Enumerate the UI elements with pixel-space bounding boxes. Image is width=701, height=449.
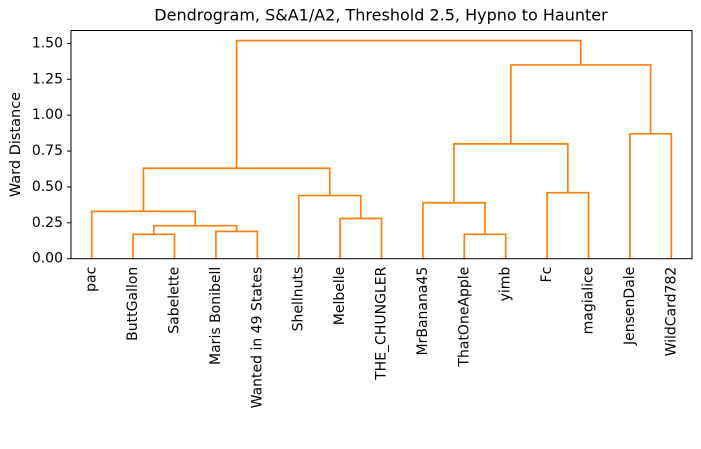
dendrogram-link	[463, 233, 507, 259]
dendrogram-link	[152, 224, 238, 235]
y-tick-label: 1.00	[32, 107, 63, 123]
dendrogram-link	[546, 191, 590, 259]
axes-layer	[67, 30, 693, 260]
leaf-label: pac	[84, 267, 100, 292]
dendrogram-link	[629, 132, 673, 259]
dendrogram-link	[422, 201, 486, 259]
leaf-label: WildCard782	[663, 267, 679, 357]
dendrogram-link	[453, 143, 569, 203]
leaf-label: JensenDale	[622, 267, 638, 346]
leaf-label: THE_CHUNGLER	[374, 266, 390, 380]
dendrogram-link	[90, 210, 197, 259]
leaf-label: Fc	[539, 267, 555, 283]
chart-title: Dendrogram, S&A1/A2, Threshold 2.5, Hypn…	[154, 6, 608, 25]
dendrogram-link	[510, 64, 652, 144]
leaf-label: Shellnuts	[291, 267, 307, 332]
dendrogram-link	[235, 39, 582, 169]
dendrogram-link	[215, 230, 259, 259]
leaf-label: ThatOneApple	[456, 267, 472, 368]
leaf-label: Maris Bonibell	[208, 267, 224, 365]
y-tick-label: 1.50	[32, 35, 63, 51]
leaf-label: ButtGallon	[125, 267, 141, 341]
y-tick-label: 0.75	[32, 143, 63, 159]
dendrogram-links-layer	[90, 39, 673, 259]
y-tick-label: 0.00	[32, 251, 63, 267]
y-axis-label: Ward Distance	[8, 92, 24, 197]
dendrogram-link	[339, 217, 383, 259]
y-tick-label: 0.25	[32, 215, 63, 231]
dendrogram-link	[297, 194, 362, 259]
leaf-label: Sabelette	[167, 267, 183, 334]
dendrogram-link	[142, 167, 331, 212]
dendrogram-link	[132, 233, 176, 259]
axis-tick-labels-layer: 0.00 0.25 0.50 0.75 1.00 1.25 1.50 pac ButtGallo…	[32, 35, 679, 408]
leaf-label: MrBanana45	[415, 267, 431, 356]
leaf-label: magialice	[581, 267, 597, 335]
leaf-label: Wanted in 49 States	[249, 267, 265, 409]
y-tick-label: 0.50	[32, 179, 63, 195]
leaf-label: Melbelle	[332, 267, 348, 325]
axes-box	[70, 30, 693, 260]
leaf-label: yimb	[498, 267, 514, 302]
y-tick-label: 1.25	[32, 71, 63, 87]
